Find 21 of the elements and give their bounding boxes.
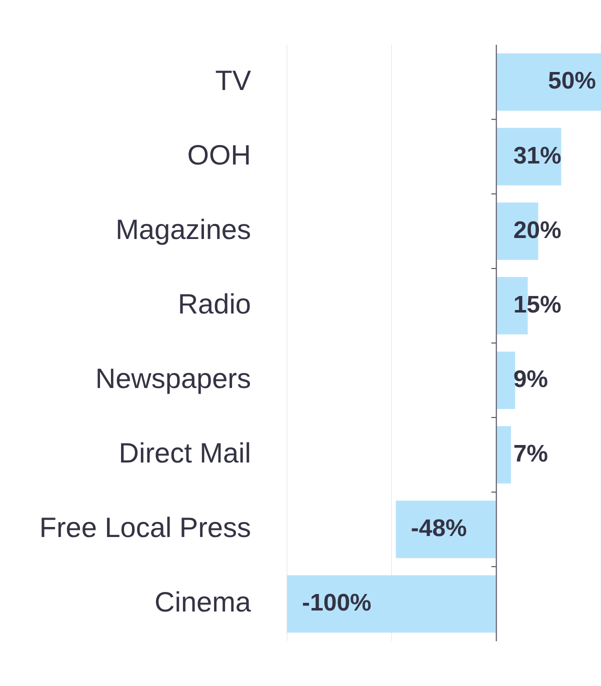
data-label: 20% — [513, 216, 562, 244]
y-tick-label: Radio — [178, 288, 251, 320]
data-label: 7% — [513, 440, 548, 468]
y-tick-label: Free Local Press — [39, 512, 251, 544]
y-tick-label: Direct Mail — [118, 438, 251, 469]
bar — [496, 352, 516, 409]
y-tick-label: Cinema — [154, 586, 252, 618]
y-tick-label: TV — [215, 64, 252, 96]
data-label: 9% — [513, 366, 548, 393]
data-label: -48% — [410, 515, 467, 542]
data-label: 15% — [513, 291, 562, 318]
bar — [396, 500, 496, 558]
data-label: -100% — [302, 590, 372, 617]
bar — [496, 53, 601, 111]
y-tick-label: Magazines — [116, 214, 251, 245]
bar — [287, 575, 496, 633]
data-label: 31% — [513, 142, 562, 170]
y-tick-label: Newspapers — [95, 362, 251, 394]
y-tick-label: OOH — [187, 139, 251, 170]
bar — [496, 426, 511, 484]
data-label: 50% — [548, 68, 596, 95]
